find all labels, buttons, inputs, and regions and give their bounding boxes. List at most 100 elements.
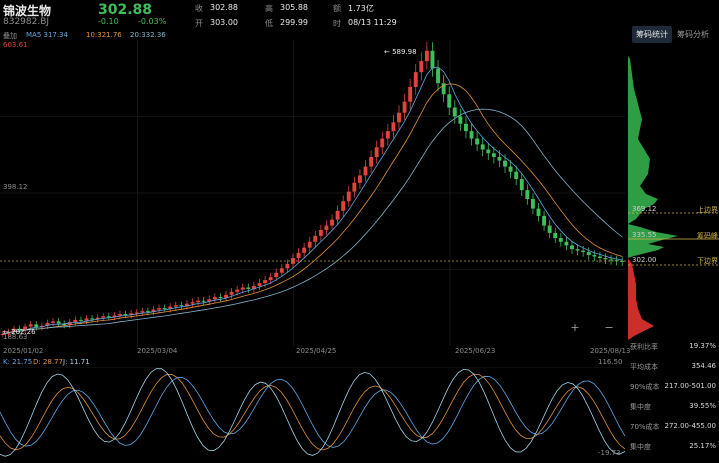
zoom-in-button[interactable]: +	[570, 321, 580, 334]
candle-body	[503, 160, 507, 167]
candle-body	[157, 308, 161, 310]
candle-body	[508, 166, 513, 172]
candle-body	[307, 241, 312, 248]
candle-body	[123, 314, 128, 316]
candle-body	[296, 252, 301, 258]
lower-bound-label: 下边界	[697, 257, 718, 265]
chip-distribution	[628, 56, 719, 340]
candle-body	[530, 198, 535, 209]
close-value: 302.88	[210, 3, 238, 12]
candle-body	[363, 166, 368, 176]
candle-body	[207, 299, 212, 302]
candle-body	[279, 268, 284, 273]
stock-name: 锦波生物	[3, 4, 52, 18]
current-price: 302.88	[98, 2, 153, 18]
candle-body	[95, 317, 100, 320]
candle-body	[592, 255, 597, 257]
candle-body	[609, 259, 614, 261]
tab-chip-analysis[interactable]: 筹码分析	[677, 30, 709, 39]
overlay-toggle[interactable]: 叠加	[3, 32, 17, 40]
candle-body	[324, 225, 329, 230]
candle-body	[73, 319, 78, 323]
time-value: 08/13 11:29	[348, 18, 397, 27]
close-label: 收	[195, 4, 203, 13]
candlestick-chart[interactable]	[0, 40, 628, 346]
candle-body	[542, 215, 547, 226]
candle-body	[162, 308, 167, 310]
high-value: 305.88	[280, 3, 308, 12]
ma-line	[2, 83, 623, 335]
candle-body	[369, 156, 374, 167]
candle-body	[302, 247, 307, 253]
candle-body	[436, 68, 441, 84]
candle-body	[62, 323, 67, 326]
candle-body	[581, 250, 586, 253]
price-change-pct: -0.03%	[138, 17, 167, 26]
max-price-annotation: ← 589.98	[384, 48, 417, 56]
candle-body	[212, 297, 217, 300]
candle-body	[447, 94, 452, 108]
volume-label: 额	[333, 4, 341, 13]
candle-body	[268, 277, 273, 281]
open-value: 303.00	[210, 18, 238, 27]
chip-peak-price: 335.55	[632, 231, 657, 239]
candle-body	[408, 86, 413, 102]
candle-body	[525, 190, 530, 199]
candle-body	[140, 311, 145, 313]
candle-body	[341, 201, 346, 211]
low-label: 低	[265, 19, 273, 28]
candle-body	[357, 175, 362, 183]
candle-body	[51, 321, 55, 323]
candle-body	[229, 291, 234, 295]
candle-body	[78, 319, 83, 321]
candle-body	[553, 232, 558, 239]
low-value: 299.99	[280, 18, 308, 27]
candle-body	[536, 208, 541, 216]
kdj-axis-top: 116.50	[598, 358, 623, 366]
candle-body	[240, 287, 245, 290]
upper-bound-label: 上边界	[697, 206, 718, 214]
candle-body	[486, 149, 491, 154]
stock-code: 832982.BJ	[3, 17, 50, 27]
candle-body	[45, 322, 50, 326]
candle-body	[134, 312, 139, 314]
candle-body	[497, 156, 502, 161]
volume-value: 1.73亿	[348, 4, 374, 13]
kdj-chart[interactable]	[0, 367, 628, 457]
candle-body	[0, 333, 5, 335]
stat-row: 平均成本 354.46	[630, 362, 716, 371]
ma20-legend: 20:332.36	[130, 31, 166, 39]
min-price-annotation: ← 202.26	[3, 328, 36, 336]
date-tick: 2025/03/04	[137, 347, 178, 355]
kdj-line	[0, 373, 626, 451]
stat-row: 集中度 39.55%	[630, 402, 716, 411]
ma-line	[2, 66, 623, 335]
kdj-j-legend: J: 11.71	[63, 358, 90, 366]
candle-body	[385, 131, 390, 139]
candle-body	[285, 263, 290, 269]
tab-chip-stats[interactable]: 筹码统计	[632, 26, 672, 43]
candle-body	[257, 283, 262, 286]
ma5-legend: MA5 317.34	[26, 31, 68, 39]
candle-body	[246, 287, 251, 289]
candle-body	[586, 252, 591, 256]
candle-body	[464, 123, 468, 132]
candle-body	[67, 322, 72, 326]
candle-body	[397, 112, 401, 123]
zoom-out-button[interactable]: −	[604, 321, 614, 334]
ma10-legend: 10:321.76	[86, 31, 122, 39]
candle-body	[56, 321, 61, 324]
candle-body	[313, 235, 318, 242]
candle-body	[23, 326, 28, 331]
candle-body	[469, 131, 474, 139]
stat-row: 70%成本 272.00-455.00	[630, 422, 716, 431]
candle-body	[263, 280, 268, 284]
candle-body	[424, 50, 429, 62]
price-axis-bottom: 188.63	[3, 333, 28, 341]
date-tick: 2025/08/13	[590, 347, 631, 355]
price-axis-top: 603.61	[3, 41, 28, 49]
candle-body	[34, 324, 39, 328]
candle-body	[84, 318, 89, 321]
candle-body	[558, 238, 563, 242]
chip-peak-label: 筹码峰	[697, 232, 718, 240]
